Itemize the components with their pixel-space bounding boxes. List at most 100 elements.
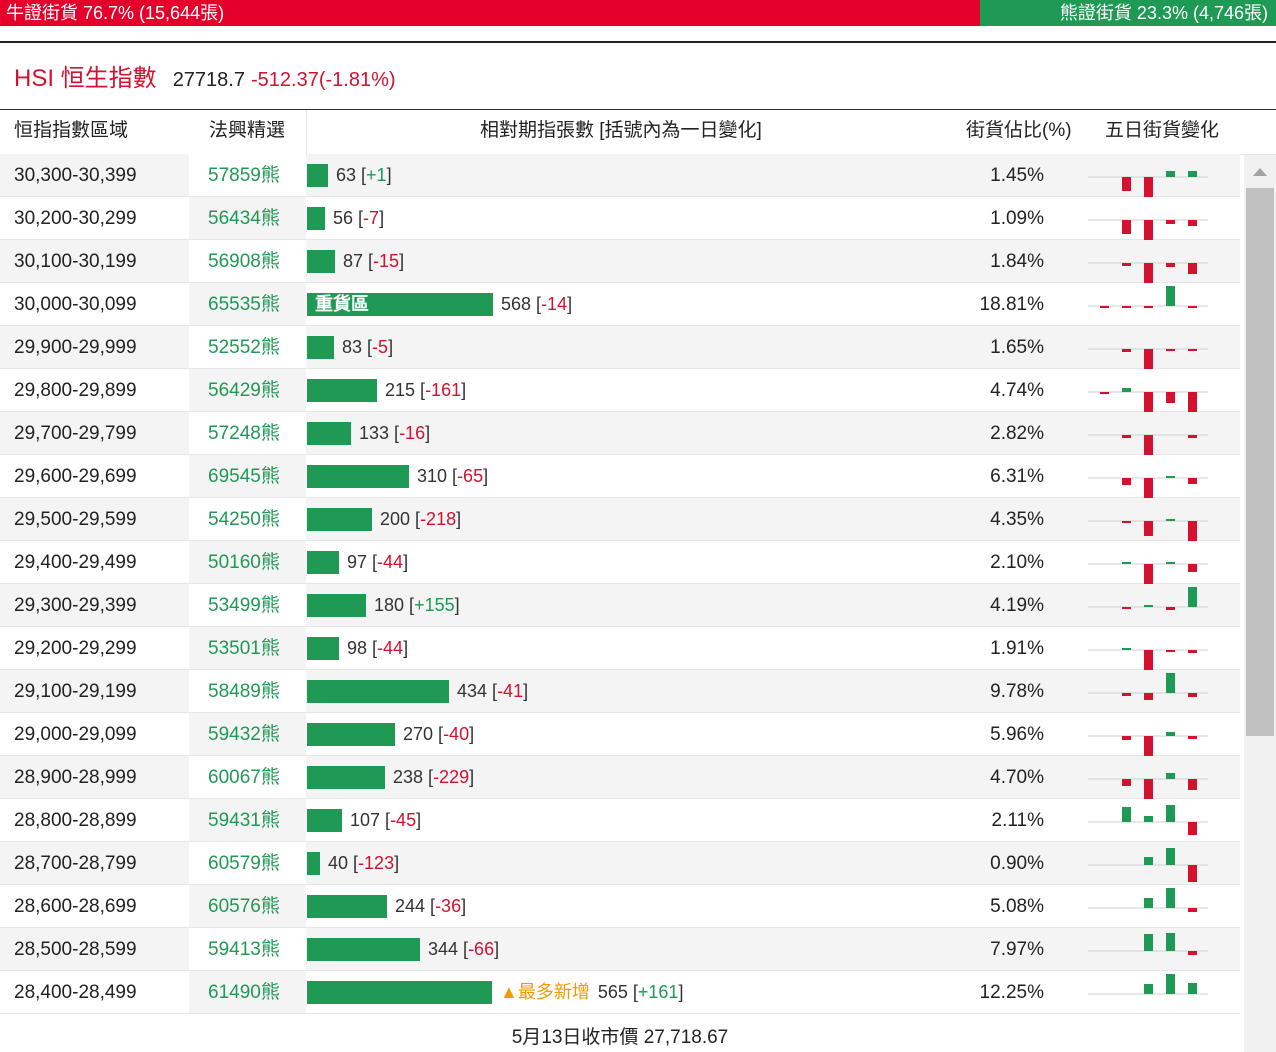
five-day-bar [1188,693,1197,697]
row-daily-change: -36 [435,896,462,916]
row-warrant-code[interactable]: 56908熊 [189,240,306,282]
five-day-bar [1122,807,1131,822]
row-contracts-info: 83 [-5] [342,337,394,357]
row-warrant-code[interactable]: 54250熊 [189,498,306,540]
row-contracts-bar [307,852,320,875]
scroll-up-arrow-icon[interactable] [1253,168,1267,176]
row-range: 28,500-28,599 [14,939,137,960]
table-row: 28,600-28,699 60576熊 244 [-36] 5.08% [0,885,1240,928]
five-day-bar [1166,933,1175,951]
row-five-day-chart [1088,171,1208,197]
row-warrant-code[interactable]: 60579熊 [189,842,306,884]
row-warrant-code[interactable]: 56429熊 [189,369,306,411]
table-row: 29,700-29,799 57248熊 133 [-16] 2.82% [0,412,1240,455]
row-warrant-code[interactable]: 61490熊 [189,971,306,1013]
row-warrant-code[interactable]: 57859熊 [189,154,306,196]
row-contracts-bar [307,594,366,617]
table-row: 28,800-28,899 59431熊 107 [-45] 2.11% [0,799,1240,842]
row-contracts-info: 97 [-44] [347,552,409,572]
row-contracts-count: 568 [501,294,532,314]
row-share-percent: 4.35% [990,509,1044,530]
row-share-percent: 2.11% [991,810,1044,831]
row-contracts-count: 565 [597,982,628,1002]
row-five-day-chart [1088,388,1208,412]
row-warrant-code[interactable]: 58489熊 [189,670,306,712]
row-daily-change: -45 [390,810,417,830]
five-day-bar [1166,732,1175,736]
five-day-bar [1122,388,1131,392]
row-contracts-info: 244 [-36] [395,896,467,916]
five-day-bar [1144,816,1153,822]
index-name: HSI 恒生指數 [14,65,157,92]
row-warrant-code[interactable]: 65535熊 [189,283,306,325]
row-five-day-chart [1088,974,1208,995]
five-day-bar [1144,779,1153,799]
table-row: 30,200-30,299 56434熊 56 [-7] 1.09% [0,197,1240,240]
row-warrant-code[interactable]: 69545熊 [189,455,306,497]
row-contracts-info: 310 [-65] [417,466,489,486]
table-row: 29,800-29,899 56429熊 215 [-161] 4.74% [0,369,1240,412]
row-contracts-count: 344 [428,939,459,959]
row-contracts-info: 215 [-161] [385,380,467,400]
top-divider [0,41,1276,43]
five-day-bar [1122,349,1131,352]
five-day-bar [1166,263,1175,267]
row-share-percent: 7.97% [990,939,1044,960]
row-share-percent: 4.74% [990,380,1044,401]
row-contracts-info: ▲最多新增 565 [+161] [500,982,684,1002]
five-day-bar [1144,693,1153,700]
row-contracts-count: 180 [374,595,405,615]
table-row: 29,500-29,599 54250熊 200 [-218] 4.35% [0,498,1240,541]
five-day-bar [1122,693,1131,696]
five-day-bar [1188,171,1197,177]
row-warrant-code[interactable]: 59432熊 [189,713,306,755]
table-row: 29,100-29,199 58489熊 434 [-41] 9.78% [0,670,1240,713]
row-warrant-code[interactable]: 56434熊 [189,197,306,239]
row-daily-change: -40 [443,724,470,744]
row-range: 29,300-29,399 [14,595,137,616]
row-warrant-code[interactable]: 57248熊 [189,412,306,454]
five-day-bar [1188,392,1197,412]
table-row: 30,100-30,199 56908熊 87 [-15] 1.84% [0,240,1240,283]
row-range: 30,200-30,299 [14,208,137,229]
row-daily-change: -229 [433,767,470,787]
five-day-bar [1144,435,1153,455]
index-change: -512.37(-1.81%) [250,69,396,91]
most-added-badge: ▲最多新增 [500,982,590,1002]
row-share-percent: 1.09% [990,208,1044,229]
table-row: 28,500-28,599 59413熊 344 [-66] 7.97% [0,928,1240,971]
row-warrant-code[interactable]: 60067熊 [189,756,306,798]
row-warrant-code[interactable]: 53501熊 [189,627,306,669]
row-contracts-info: 568 [-14] [501,294,573,314]
row-contracts-info: 180 [+155] [374,595,460,615]
vertical-scrollbar[interactable] [1244,155,1276,1052]
row-warrant-code[interactable]: 52552熊 [189,326,306,368]
bear-outstanding-segment: 熊證街貨 23.3% (4,746張) [980,0,1276,26]
row-warrant-code[interactable]: 50160熊 [189,541,306,583]
five-day-bar [1166,673,1175,693]
col-pick-header: 法興精選 [209,120,286,141]
row-contracts-bar [307,981,492,1004]
table-row: 28,400-28,499 61490熊 ▲最多新增 565 [+161] 12.25% [0,971,1240,1014]
row-daily-change: -16 [399,423,426,443]
row-warrant-code[interactable]: 59431熊 [189,799,306,841]
five-day-bar [1188,435,1197,438]
row-five-day-chart [1088,673,1208,700]
row-warrant-code[interactable]: 59413熊 [189,928,306,970]
five-day-bar [1166,805,1175,822]
row-warrant-code[interactable]: 60576熊 [189,885,306,927]
row-five-day-chart [1088,888,1208,912]
row-contracts-bar [307,551,339,574]
index-value: 27718.7 [172,69,245,91]
row-range: 29,000-29,099 [14,724,137,745]
row-warrant-code[interactable]: 53499熊 [189,584,306,626]
scrollbar-thumb[interactable] [1246,188,1274,736]
row-contracts-count: 87 [343,251,364,271]
header-separator [306,110,307,154]
row-contracts-bar [307,938,420,961]
five-day-bar [1166,773,1175,779]
five-day-bar [1166,607,1175,610]
table-row: 30,300-30,399 57859熊 63 [+1] 1.45% [0,154,1240,197]
five-day-bar [1188,349,1197,351]
five-day-bar [1188,587,1197,607]
